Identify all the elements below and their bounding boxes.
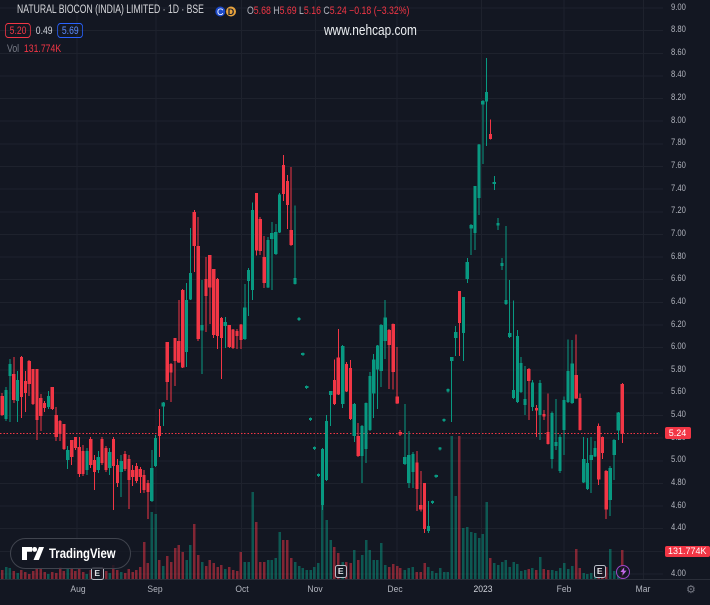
svg-text:D: D	[228, 7, 235, 17]
svg-text:C: C	[217, 7, 224, 17]
